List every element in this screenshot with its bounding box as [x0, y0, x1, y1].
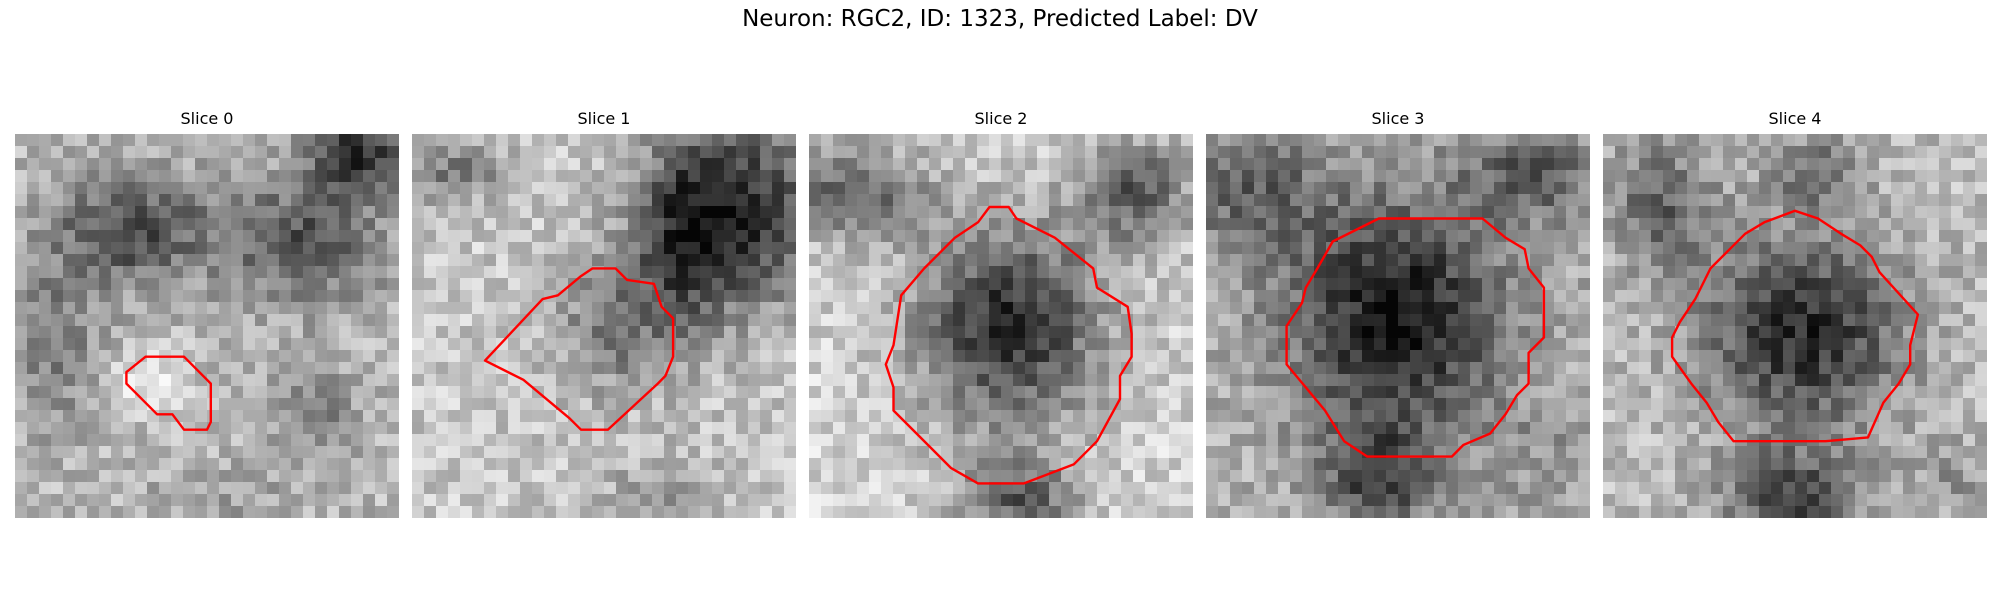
segmentation-contour — [125, 355, 213, 431]
slice-svg — [412, 134, 796, 518]
slice-panel-1: Slice 1 — [412, 108, 796, 518]
slice-image — [1206, 134, 1590, 518]
slice-svg — [809, 134, 1193, 518]
slice-title: Slice 2 — [974, 109, 1028, 128]
slice-panel-2: Slice 2 — [809, 108, 1193, 518]
pixel-grid — [809, 134, 1193, 518]
slice-svg — [1603, 134, 1987, 518]
pixel-grid — [15, 134, 399, 518]
figure-title: Neuron: RGC2, ID: 1323, Predicted Label:… — [742, 6, 1258, 32]
slice-image — [809, 134, 1193, 518]
slice-title: Slice 0 — [180, 109, 234, 128]
pixel-grid — [1206, 134, 1590, 518]
segmentation-contour — [483, 267, 675, 431]
slice-title: Slice 4 — [1768, 109, 1822, 128]
slice-svg — [15, 134, 399, 518]
slice-panel-3: Slice 3 — [1206, 108, 1590, 518]
pixel-grid — [412, 134, 796, 518]
segmentation-contour — [884, 205, 1133, 485]
segmentation-contour — [1285, 217, 1546, 458]
slice-title: Slice 1 — [577, 109, 631, 128]
slice-image — [15, 134, 399, 518]
slice-title: Slice 3 — [1371, 109, 1425, 128]
segmentation-contour — [1670, 209, 1920, 443]
pixel-grid — [1603, 134, 1987, 518]
slice-image — [1603, 134, 1987, 518]
slice-panel-4: Slice 4 — [1603, 108, 1987, 518]
slice-svg — [1206, 134, 1590, 518]
slice-image — [412, 134, 796, 518]
slice-panel-0: Slice 0 — [15, 108, 399, 518]
